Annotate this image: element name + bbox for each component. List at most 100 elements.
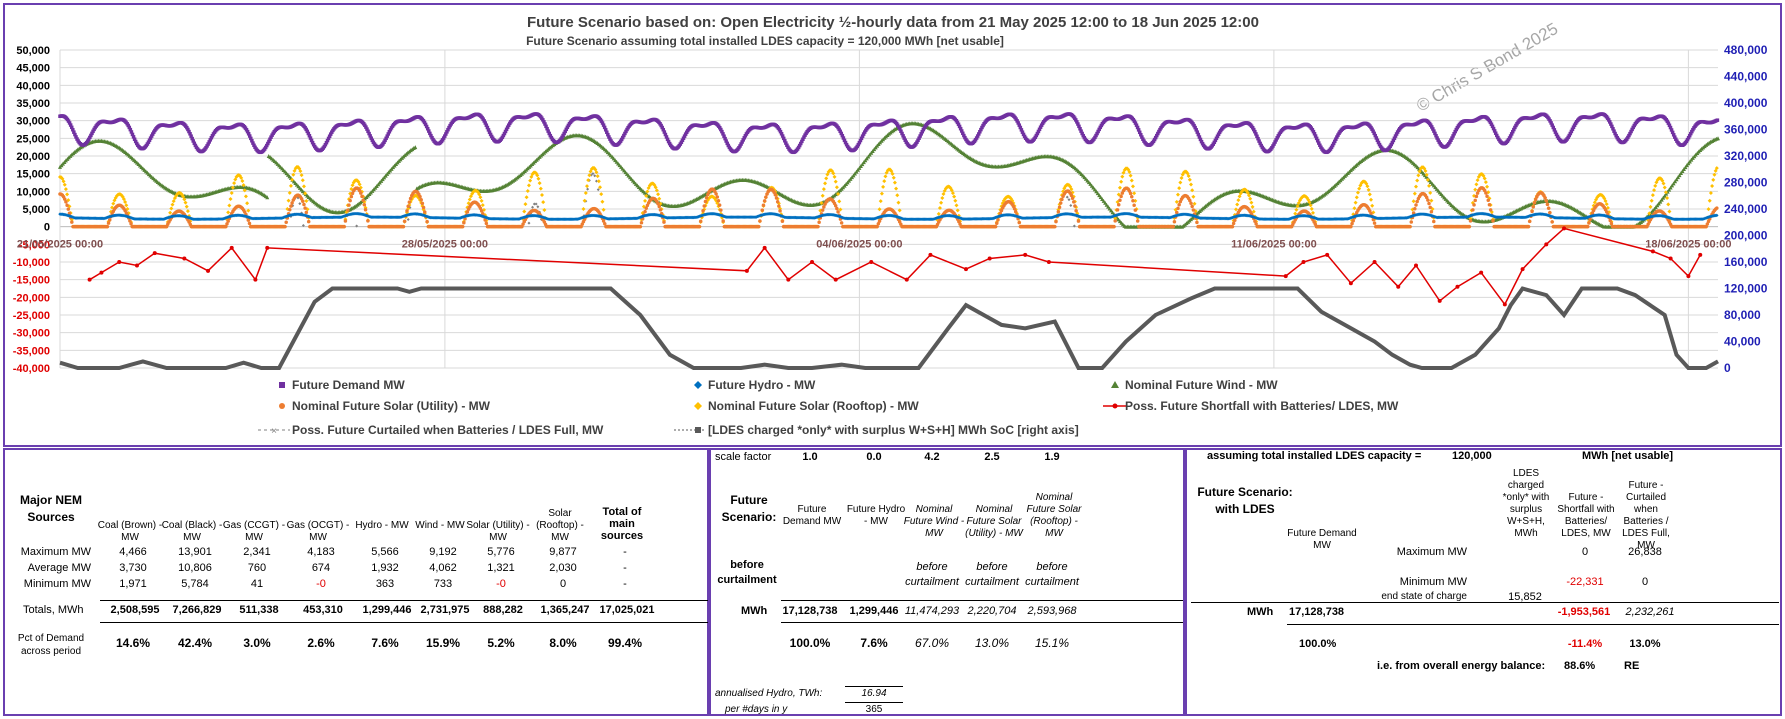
series-solar-utility-point — [996, 218, 1000, 222]
series-curtailed-point — [532, 202, 536, 206]
series-solar-utility-point — [1177, 203, 1181, 207]
series-solar-rooftop-point — [1710, 183, 1715, 188]
series-solar-rooftop-point — [1192, 201, 1197, 206]
series-solar-rooftop-point — [1662, 185, 1667, 190]
series-solar-utility-point — [290, 201, 294, 205]
series-solar-utility-point — [715, 195, 720, 199]
series-solar-utility-point — [758, 219, 762, 223]
series-solar-utility-point — [1351, 218, 1355, 223]
series-solar-rooftop-point — [836, 191, 841, 196]
series-solar-utility-point — [425, 219, 429, 224]
y-right-tick-label: 360,000 — [1724, 123, 1768, 137]
series-solar-utility-point — [701, 209, 705, 213]
series-solar-utility-point — [460, 224, 465, 229]
series-solar-utility-point — [1526, 224, 1531, 229]
series-solar-rooftop-point — [467, 197, 472, 202]
series-solar-utility-point — [346, 208, 350, 212]
series-solar-utility-point — [1012, 207, 1017, 211]
series-wind-point — [1671, 181, 1676, 186]
series-solar-utility-point — [303, 206, 307, 210]
series-solar-rooftop-point — [1424, 172, 1429, 177]
series-solar-rooftop-point — [644, 193, 649, 198]
series-solar-utility-point — [360, 194, 364, 199]
y-right-tick-label: 40,000 — [1724, 335, 1761, 349]
series-solar-utility-point — [1131, 198, 1135, 203]
series-solar-utility-point — [1189, 201, 1193, 205]
series-solar-utility-point — [1609, 221, 1614, 226]
series-solar-utility-point — [1548, 210, 1552, 215]
series-solar-utility-point — [1533, 197, 1538, 202]
series-solar-utility-point — [419, 197, 423, 202]
series-solar-rooftop-point — [1429, 198, 1434, 203]
series-solar-utility-point — [760, 208, 765, 212]
series-solar-utility-point — [306, 219, 311, 224]
series-solar-rooftop-point — [1663, 190, 1668, 195]
series-solar-rooftop-point — [540, 193, 545, 198]
series-solar-utility-point — [1191, 208, 1196, 212]
series-solar-rooftop-point — [1307, 200, 1312, 205]
series-solar-rooftop-point — [246, 208, 251, 213]
series-solar-utility-point — [756, 224, 761, 229]
series-solar-rooftop-point — [645, 189, 650, 194]
series-solar-utility-point — [1467, 224, 1472, 229]
series-solar-rooftop-point — [1174, 199, 1179, 204]
series-curtailed-point — [527, 221, 531, 225]
series-solar-utility-point — [366, 219, 370, 223]
series-solar-rooftop-point — [226, 210, 231, 215]
series-solar-utility-point — [246, 218, 251, 222]
series-solar-utility-point — [1472, 203, 1476, 207]
series-solar-utility-point — [1060, 197, 1064, 202]
series-solar-utility-point — [703, 199, 708, 204]
series-solar-utility-point — [1428, 205, 1432, 210]
series-solar-utility-point — [764, 195, 768, 199]
y-left-tick-label: 50,000 — [16, 45, 50, 57]
series-solar-utility-point — [1017, 220, 1022, 225]
series-solar-utility-point — [1119, 194, 1123, 199]
series-solar-utility-point — [288, 207, 292, 212]
series-solar-rooftop-point — [171, 199, 176, 204]
series-solar-rooftop-point — [184, 204, 189, 209]
series-solar-rooftop-point — [1475, 178, 1480, 183]
series-solar-utility-point — [778, 209, 782, 213]
y-right-tick-label: 240,000 — [1724, 202, 1768, 216]
series-solar-utility-point — [1487, 203, 1492, 207]
series-solar-utility-point — [1544, 199, 1549, 203]
series-solar-utility-point — [359, 191, 363, 195]
series-solar-rooftop-point — [230, 185, 235, 190]
series-wind-point — [1674, 177, 1679, 182]
series-solar-rooftop-point — [1128, 173, 1133, 178]
chart: Future Scenario based on: Open Electrici… — [13, 14, 1768, 437]
series-solar-rooftop-point — [1652, 188, 1657, 193]
series-solar-rooftop-point — [643, 198, 648, 203]
series-solar-utility-point — [406, 204, 410, 208]
series-solar-rooftop-point — [599, 192, 604, 197]
series-solar-rooftop-point — [232, 181, 237, 186]
series-wind-point — [1667, 187, 1672, 192]
series-solar-rooftop-point — [1603, 199, 1608, 204]
series-solar-rooftop-point — [303, 191, 308, 196]
series-solar-utility-point — [1013, 209, 1018, 214]
series-solar-utility-point — [302, 202, 306, 207]
series-solar-rooftop-point — [831, 171, 836, 176]
series-solar-utility-point — [1408, 224, 1412, 229]
series-solar-utility-point — [226, 219, 230, 223]
series-solar-rooftop-point — [286, 198, 291, 203]
series-solar-rooftop-point — [1117, 185, 1122, 190]
series-solar-rooftop-point — [1235, 202, 1240, 207]
series-solar-rooftop-point — [185, 209, 190, 214]
series-solar-rooftop-point — [1069, 187, 1074, 192]
series-solar-rooftop-point — [1294, 207, 1299, 212]
series-solar-rooftop-point — [1357, 186, 1362, 191]
series-curtailed-point — [531, 205, 535, 209]
series-solar-utility-point — [418, 194, 422, 199]
series-wind-point — [413, 145, 418, 150]
series-solar-utility — [58, 186, 1719, 229]
series-solar-rooftop-point — [1711, 177, 1716, 182]
series-wind-point — [1673, 179, 1678, 184]
series-solar-utility-point — [714, 192, 718, 196]
series-curtailed-point — [1065, 195, 1069, 199]
series-solar-rooftop-point — [170, 202, 175, 207]
series-solar-utility-point — [1053, 224, 1057, 229]
series-solar-utility-point — [405, 209, 409, 213]
series-solar-utility-point — [423, 210, 427, 214]
